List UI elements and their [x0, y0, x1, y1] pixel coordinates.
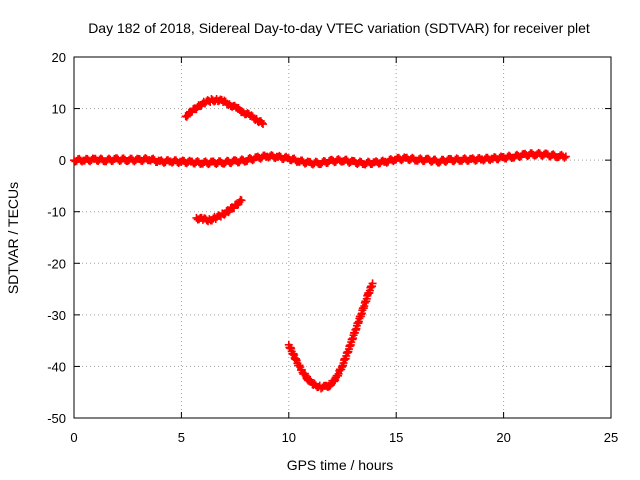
y-tick-label: 10: [52, 102, 66, 117]
series-deep-trough: [284, 279, 377, 393]
chart-title: Day 182 of 2018, Sidereal Day-to-day VTE…: [88, 20, 590, 36]
data-point: [560, 153, 569, 162]
y-tick-label: 20: [52, 50, 66, 65]
y-tick-label: -30: [47, 308, 66, 323]
plot-frame: [73, 56, 612, 419]
y-axis-label: SDTVAR / TECUs: [5, 182, 21, 294]
data-point: [368, 279, 377, 288]
data-points: [70, 94, 570, 393]
x-tick-label: 20: [496, 430, 510, 445]
x-tick-label: 10: [282, 430, 296, 445]
y-tick-label: -10: [47, 205, 66, 220]
series-main-band: [70, 148, 570, 169]
data-point: [182, 112, 191, 121]
y-tick-label: -20: [47, 256, 66, 271]
data-point: [224, 208, 233, 217]
series-upper-arc: [181, 94, 268, 129]
y-tick-label: -50: [47, 411, 66, 426]
x-tick-label: 0: [70, 430, 77, 445]
series-lower-left-arc: [192, 195, 246, 226]
y-tick-label: 0: [59, 153, 66, 168]
x-tick-label: 15: [389, 430, 403, 445]
data-point: [237, 196, 246, 205]
x-axis-label: GPS time / hours: [287, 457, 394, 473]
x-tick-label: 25: [604, 430, 618, 445]
data-point: [257, 118, 266, 127]
axis-ticks: 0 5 10 15 20 25 -50 -40 -30 -20 -10 0 10 20: [47, 50, 618, 445]
data-point: [561, 152, 570, 161]
y-tick-label: -40: [47, 359, 66, 374]
data-point: [259, 120, 268, 129]
data-point: [330, 377, 339, 386]
x-tick-label: 5: [178, 430, 185, 445]
